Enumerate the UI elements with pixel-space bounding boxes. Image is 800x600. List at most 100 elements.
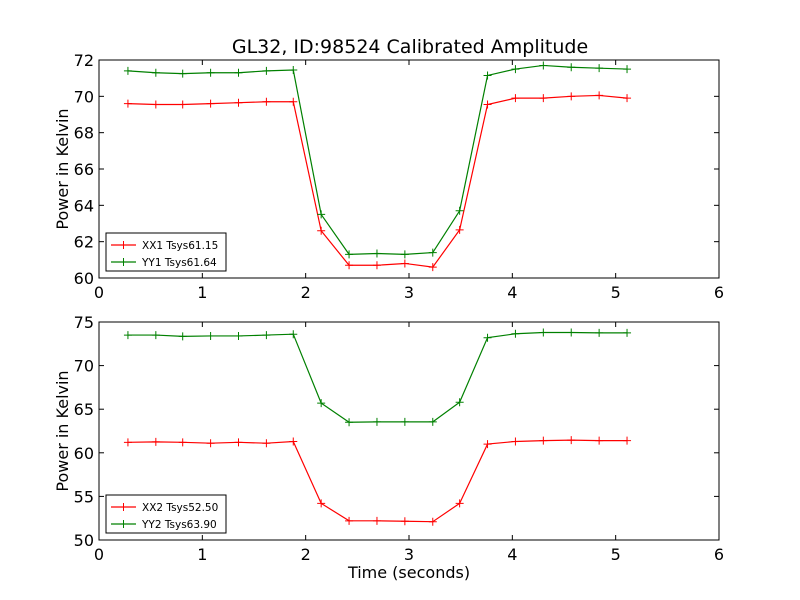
data-point [372, 249, 381, 258]
data-point [178, 438, 187, 447]
x-tick-label: 0 [94, 545, 104, 564]
data-point [511, 65, 520, 74]
data-point [317, 399, 326, 408]
data-point [400, 517, 409, 526]
data-point [206, 331, 215, 340]
x-tick-label: 4 [507, 283, 517, 302]
data-point [151, 68, 160, 77]
data-point [317, 499, 326, 508]
data-point [428, 263, 437, 272]
data-point [178, 332, 187, 341]
data-point [345, 418, 354, 427]
data-point [483, 333, 492, 342]
data-point [178, 100, 187, 109]
y-tick-label: 60 [74, 444, 94, 463]
data-point [539, 328, 548, 337]
data-point [567, 328, 576, 337]
data-point [317, 210, 326, 219]
y-tick-label: 64 [74, 196, 94, 215]
legend-label: YY1 Tsys61.64 [141, 257, 217, 269]
x-tick-label: 6 [714, 283, 724, 302]
data-point [623, 436, 632, 445]
y-tick-label: 50 [74, 531, 94, 550]
data-point [455, 499, 464, 508]
data-point [123, 331, 132, 340]
data-point [151, 437, 160, 446]
data-point [206, 439, 215, 448]
data-point [623, 94, 632, 103]
data-point [289, 65, 298, 74]
data-point [151, 331, 160, 340]
data-point [372, 261, 381, 270]
data-point [483, 71, 492, 80]
x-tick-label: 5 [611, 545, 621, 564]
x-tick-label: 2 [301, 545, 311, 564]
legend-label: XX1 Tsys61.15 [142, 240, 218, 252]
x-tick-label: 3 [404, 545, 414, 564]
data-point [455, 206, 464, 215]
data-point [206, 68, 215, 77]
data-point [455, 398, 464, 407]
data-point [567, 63, 576, 72]
data-point [262, 97, 271, 106]
legend-marker [119, 503, 128, 511]
x-tick-label: 1 [197, 283, 207, 302]
data-point [623, 65, 632, 74]
data-point [289, 97, 298, 106]
data-point [539, 94, 548, 103]
data-point [372, 516, 381, 525]
data-point [262, 331, 271, 340]
y-tick-label: 60 [74, 269, 94, 288]
y-tick-label: 70 [74, 87, 94, 106]
x-tick-label: 5 [611, 283, 621, 302]
data-point [595, 328, 604, 337]
data-point [623, 328, 632, 337]
data-point [234, 438, 243, 447]
legend-marker [119, 258, 128, 266]
data-point [595, 436, 604, 445]
data-point [400, 250, 409, 259]
data-point [234, 331, 243, 340]
y-axis-label: Power in Kelvin [53, 108, 72, 229]
x-tick-label: 0 [94, 283, 104, 302]
x-tick-label: 2 [301, 283, 311, 302]
data-point [400, 259, 409, 268]
data-point [262, 439, 271, 448]
chart-title: GL32, ID:98524 Calibrated Amplitude [232, 36, 588, 58]
data-point [539, 61, 548, 70]
data-point [151, 100, 160, 109]
y-tick-label: 65 [74, 400, 94, 419]
data-point [511, 94, 520, 103]
data-point [289, 330, 298, 339]
data-point [511, 437, 520, 446]
data-point [483, 440, 492, 449]
data-point [123, 66, 132, 75]
legend-marker [119, 241, 128, 249]
legend-box [105, 232, 227, 272]
x-tick-label: 6 [714, 545, 724, 564]
y-tick-label: 72 [74, 51, 94, 70]
data-point [317, 226, 326, 235]
y-tick-label: 62 [74, 233, 94, 252]
data-point [511, 329, 520, 338]
y-tick-label: 55 [74, 487, 94, 506]
top-subplot: 0 1 2 3 4 5 6 60 62 64 66 68 70 72 Power in Kelvin XX1 … [53, 51, 724, 302]
data-point [178, 69, 187, 78]
y-tick-label: 70 [74, 357, 94, 376]
data-point [595, 64, 604, 73]
data-point [455, 225, 464, 234]
data-point [428, 517, 437, 526]
x-tick-label: 3 [404, 283, 414, 302]
data-point [567, 92, 576, 101]
data-point [262, 66, 271, 75]
legend-label: XX2 Tsys52.50 [142, 502, 218, 514]
data-point [123, 99, 132, 108]
data-point [539, 436, 548, 445]
bottom-subplot: 0 1 2 3 4 5 6 50 55 60 65 70 75 Power in Kelvin Time (… [53, 313, 724, 582]
data-point [234, 68, 243, 77]
data-point [289, 437, 298, 446]
data-point [345, 261, 354, 270]
data-point [234, 98, 243, 107]
data-point [428, 417, 437, 426]
